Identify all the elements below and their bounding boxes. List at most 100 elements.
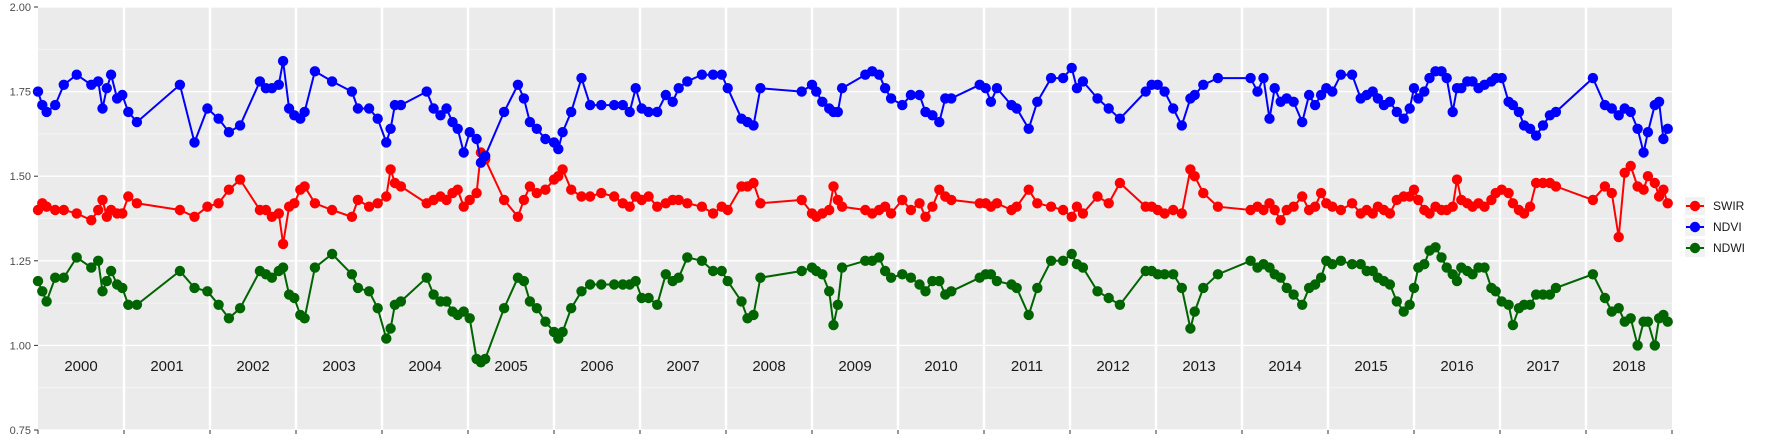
data-point [934, 275, 945, 287]
data-point [1045, 255, 1057, 266]
data-point [1103, 198, 1114, 209]
data-point [512, 211, 524, 222]
year-label: 2010 [924, 358, 957, 375]
data-point [1198, 187, 1209, 199]
data-point [905, 272, 917, 283]
data-point [299, 106, 310, 118]
data-point [748, 309, 759, 321]
data-point [1441, 72, 1452, 84]
data-point [363, 286, 375, 297]
data-point [1662, 316, 1673, 327]
data-point [540, 184, 551, 195]
data-point [885, 208, 897, 219]
data-point [346, 211, 358, 222]
data-point [879, 201, 891, 212]
data-point [1419, 259, 1430, 270]
data-point [566, 106, 577, 118]
data-point [1658, 133, 1669, 145]
year-labels: 2000 2001 2002 2003 2004 2005 2006 2007 2008 2009… [64, 358, 1645, 375]
data-point [395, 181, 407, 192]
data-point [920, 286, 931, 297]
data-point [617, 99, 628, 111]
data-point [498, 106, 510, 118]
year-label: 2001 [150, 358, 183, 375]
data-point [755, 272, 766, 283]
data-point [540, 316, 551, 327]
data-point [498, 194, 510, 206]
data-point [524, 116, 536, 128]
data-point [273, 208, 284, 219]
data-point [1662, 123, 1673, 134]
data-point [352, 103, 364, 114]
data-point [213, 113, 224, 124]
data-point [352, 194, 364, 206]
data-point [480, 353, 491, 365]
data-point [381, 333, 392, 344]
data-point [1245, 72, 1256, 84]
data-point [385, 164, 396, 175]
data-point [277, 262, 289, 273]
data-point [234, 303, 246, 314]
data-point [879, 83, 891, 94]
year-label: 2002 [236, 358, 269, 375]
data-point [707, 69, 719, 80]
data-point [1524, 201, 1536, 212]
year-label: 2011 [1011, 358, 1043, 375]
data-point [1315, 272, 1327, 283]
data-point [1642, 127, 1654, 138]
data-point [1619, 167, 1630, 178]
data-point [1023, 123, 1034, 134]
data-point [117, 208, 128, 219]
data-point [946, 93, 957, 104]
data-point [234, 120, 246, 131]
data-point [441, 103, 452, 114]
data-point [980, 83, 991, 94]
data-point [1606, 187, 1618, 199]
data-point [1185, 323, 1196, 334]
data-point [309, 262, 321, 273]
data-point [682, 76, 693, 87]
y-axis: 0.75 1.00 1.25 1.50 1.75 2.00 [10, 2, 38, 437]
data-point [1212, 201, 1224, 212]
data-point [86, 262, 97, 273]
data-point [1625, 106, 1636, 118]
data-point [326, 248, 338, 260]
data-point [58, 79, 69, 91]
data-point [673, 83, 684, 94]
data-point [1372, 93, 1384, 104]
data-point [1530, 130, 1542, 141]
data-point [1269, 83, 1280, 94]
data-point [596, 187, 607, 199]
data-point [464, 194, 475, 206]
data-point [1071, 201, 1083, 212]
data-point [254, 76, 266, 87]
data-point [897, 194, 908, 206]
data-point [213, 198, 224, 209]
data-point [1114, 177, 1126, 189]
data-point [1404, 103, 1415, 114]
data-point [707, 208, 719, 219]
data-point [37, 286, 48, 297]
data-point [557, 164, 568, 175]
data-point [105, 265, 117, 277]
data-point [1309, 279, 1321, 290]
data-point [1092, 286, 1103, 297]
data-point [372, 113, 383, 124]
data-point [1258, 204, 1269, 216]
data-point [824, 286, 835, 297]
data-point [223, 313, 235, 324]
data-point [1479, 201, 1490, 212]
data-point [1168, 204, 1179, 216]
data-point [824, 204, 835, 216]
year-label: 2018 [1612, 358, 1645, 375]
data-point [1424, 208, 1435, 219]
data-point [1408, 184, 1420, 195]
data-point [1288, 201, 1299, 212]
data-point [796, 86, 807, 97]
data-point [223, 184, 235, 195]
year-label: 2003 [322, 358, 355, 375]
data-point [1275, 272, 1286, 283]
data-point [452, 123, 463, 134]
data-point [1625, 313, 1636, 324]
data-point [202, 103, 213, 114]
